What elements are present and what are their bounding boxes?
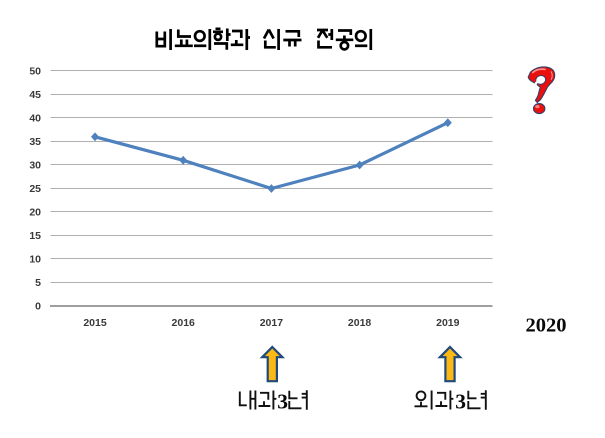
svg-text:35: 35 xyxy=(29,136,41,148)
svg-text:20: 20 xyxy=(29,207,41,219)
svg-text:2019: 2019 xyxy=(436,317,460,329)
svg-text:15: 15 xyxy=(29,230,41,242)
svg-text:2016: 2016 xyxy=(172,317,196,329)
svg-text:3: 3 xyxy=(277,389,288,413)
svg-text:30: 30 xyxy=(29,160,41,172)
svg-text:2015: 2015 xyxy=(83,317,107,329)
svg-text:3: 3 xyxy=(455,389,466,413)
svg-text:10: 10 xyxy=(29,254,41,266)
svg-text:40: 40 xyxy=(29,113,41,125)
svg-text:0: 0 xyxy=(35,301,41,313)
svg-text:45: 45 xyxy=(29,89,41,101)
svg-text:2018: 2018 xyxy=(348,317,372,329)
svg-text:2017: 2017 xyxy=(260,317,284,329)
svg-text:2020: 2020 xyxy=(526,315,567,337)
svg-text:50: 50 xyxy=(29,66,41,78)
svg-text:25: 25 xyxy=(29,183,41,195)
svg-text:5: 5 xyxy=(35,277,41,289)
